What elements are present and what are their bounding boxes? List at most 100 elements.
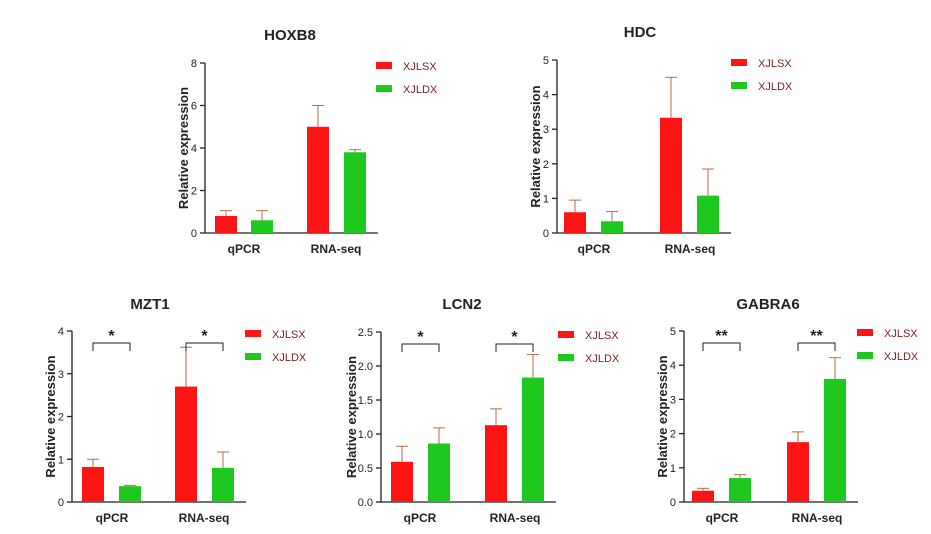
significance-bracket (185, 342, 224, 351)
significance-label: ** (715, 328, 728, 345)
y-tick-label: 0.5 (358, 463, 373, 475)
legend-swatch (731, 59, 747, 66)
y-tick-label: 2 (191, 186, 197, 198)
y-tick-label: 5 (670, 326, 676, 338)
chart-gabra6: GABRA6 Relative expression 0 1 2 3 4 5 qPCR RNA-s… (655, 296, 919, 525)
legend-label: XJLDX (272, 352, 307, 364)
bar-xjlsx (175, 386, 197, 502)
bar-xjlsx (307, 126, 329, 233)
legend-label: XJLSX (272, 329, 306, 341)
legend-label: XJLSX (403, 61, 437, 73)
legend-label: XJLDX (884, 351, 919, 363)
x-tick-label: qPCR (96, 511, 129, 525)
y-tick-label: 0 (191, 228, 197, 240)
y-tick-label: 6 (191, 101, 197, 113)
y-axis-label: Relative expression (344, 356, 359, 478)
bar-xjldx (601, 221, 623, 233)
significance-label: * (417, 329, 424, 346)
chart-title: HOXB8 (264, 27, 316, 44)
bar-xjldx (212, 467, 234, 502)
y-tick-label: 4 (670, 360, 676, 372)
legend-label: XJLDX (758, 81, 793, 93)
y-tick-label: 0 (670, 497, 676, 509)
chart-title: HDC (624, 24, 657, 41)
chart-hoxb8: HOXB8 Relative expression 0 2 4 6 8 qPCR RNA-seq… (176, 27, 438, 256)
significance-bracket (401, 343, 440, 352)
legend-label: XJLSX (758, 58, 792, 70)
legend-label: XJLSX (884, 328, 918, 340)
legend-swatch (376, 85, 392, 92)
y-tick-label: 4 (543, 90, 549, 102)
bar-xjlsx (82, 466, 104, 502)
y-tick-label: 2.0 (358, 361, 373, 373)
significance-label: * (108, 328, 115, 345)
x-tick-label: RNA-seq (311, 242, 362, 256)
bar-xjlsx (787, 442, 809, 502)
legend-swatch (731, 82, 747, 89)
y-tick-label: 2 (670, 429, 676, 441)
significance-bracket (797, 342, 836, 351)
legend-swatch (245, 353, 261, 360)
bar-xjldx (824, 378, 846, 502)
x-tick-label: qPCR (578, 242, 611, 256)
x-tick-label: qPCR (404, 511, 437, 525)
y-axis-label: Relative expression (43, 355, 58, 477)
bar-xjldx (428, 443, 450, 502)
chart-hdc: HDC Relative expression 0 1 2 3 4 5 qPCR RNA-seq X… (528, 24, 793, 256)
bar-xjldx (251, 220, 273, 233)
bar-xjlsx (485, 425, 507, 502)
bar-xjldx (697, 195, 719, 233)
chart-mzt1: MZT1 Relative expression 0 1 2 3 4 qPCR RNA-seq *… (43, 296, 307, 525)
x-tick-label: RNA-seq (490, 511, 541, 525)
legend-swatch (558, 331, 574, 338)
y-tick-label: 3 (543, 124, 549, 136)
x-tick-label: qPCR (706, 511, 739, 525)
significance-label: * (201, 328, 208, 345)
y-tick-label: 3 (670, 394, 676, 406)
x-tick-label: RNA-seq (665, 242, 716, 256)
legend-swatch (245, 330, 261, 337)
legend-swatch (857, 352, 873, 359)
y-tick-label: 8 (191, 58, 197, 70)
x-tick-label: qPCR (228, 242, 261, 256)
significance-bracket (495, 343, 534, 352)
bar-xjlsx (564, 212, 586, 233)
y-tick-label: 1 (543, 193, 549, 205)
y-tick-label: 4 (58, 326, 64, 338)
bar-xjlsx (660, 117, 682, 233)
chart-title: LCN2 (442, 296, 481, 313)
bar-xjldx (119, 486, 141, 502)
y-tick-label: 1.0 (358, 429, 373, 441)
legend-label: XJLDX (585, 353, 620, 365)
y-tick-label: 5 (543, 55, 549, 67)
significance-label: ** (810, 328, 823, 345)
y-tick-label: 2 (58, 412, 64, 424)
significance-bracket (702, 342, 741, 351)
y-axis-label: Relative expression (655, 355, 670, 477)
x-tick-label: RNA-seq (179, 511, 230, 525)
bar-xjldx (729, 478, 751, 502)
legend-swatch (558, 354, 574, 361)
chart-title: MZT1 (130, 296, 169, 313)
significance-label: * (511, 329, 518, 346)
bar-xjlsx (215, 216, 237, 233)
chart-lcn2: LCN2 Relative expression 0.0 0.5 1.0 1.5 2.0 2.… (344, 296, 620, 525)
y-axis-label: Relative expression (528, 85, 543, 207)
legend-swatch (857, 329, 873, 336)
y-tick-label: 1.5 (358, 395, 373, 407)
y-tick-label: 4 (191, 143, 197, 155)
legend-swatch (376, 62, 392, 69)
bar-xjldx (344, 152, 366, 233)
y-tick-label: 1 (670, 463, 676, 475)
x-tick-label: RNA-seq (792, 511, 843, 525)
bar-xjlsx (391, 461, 413, 502)
legend-label: XJLDX (403, 84, 438, 96)
legend-label: XJLSX (585, 330, 619, 342)
chart-title: GABRA6 (736, 296, 799, 313)
y-tick-label: 2 (543, 159, 549, 171)
y-tick-label: 0.0 (358, 497, 373, 509)
y-tick-label: 2.5 (358, 327, 373, 339)
bar-xjldx (522, 377, 544, 502)
y-axis-label: Relative expression (176, 87, 191, 209)
